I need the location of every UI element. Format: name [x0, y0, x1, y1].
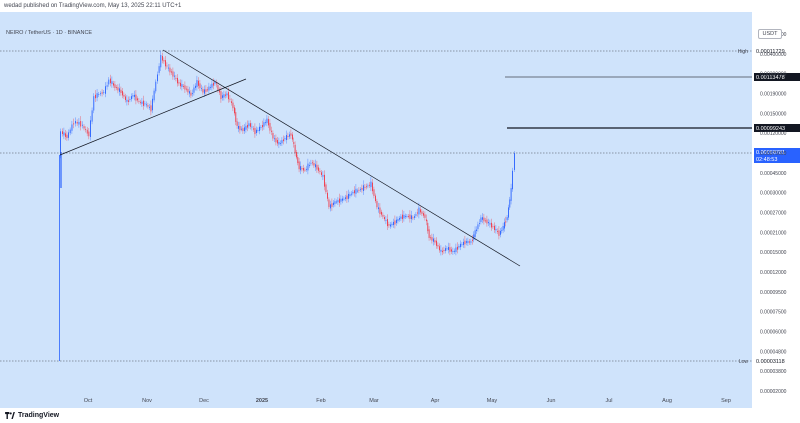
price-tick-label: 0.00012000 [760, 270, 787, 276]
svg-text:0.00011729: 0.00011729 [756, 49, 785, 55]
time-tick-label: Dec [199, 398, 209, 404]
time-tick-label: Nov [142, 398, 152, 404]
tradingview-logo-text: TradingView [18, 411, 60, 419]
tradingview-logo-icon [5, 411, 15, 419]
level-2-price-tag: 0.00099243 [754, 124, 800, 132]
price-tick-label: 0.00030000 [760, 191, 787, 197]
drawings: HighLow0.000117290.000031180.001134780.0… [0, 47, 800, 365]
symbol-title: NEIRO / TetherUS · 1D · BINANCE [6, 30, 92, 36]
price-tick-label: 0.00400000 [760, 52, 787, 58]
level-1-price-tag: 0.00113478 [754, 73, 800, 81]
price-tick-label: 0.00003800 [760, 369, 787, 375]
time-tick-label: Aug [662, 398, 672, 404]
price-tick-label: 0.00021000 [760, 230, 787, 236]
price-tick-label: 0.00007500 [760, 310, 787, 316]
time-axis-labels: Oct Nov Dec 2025 Feb Mar Apr May Jun Jul Aug Sep [84, 398, 731, 404]
descending-trendline [162, 49, 521, 267]
tradingview-logo: TradingView [5, 410, 59, 420]
plot-area[interactable] [0, 12, 752, 408]
low-label: Low [739, 359, 749, 365]
time-tick-label: Oct [84, 398, 93, 404]
candles-layer [59, 50, 515, 361]
price-axis-labels: 0.006000000.004000000.003000000.00190000… [760, 32, 787, 395]
price-tick-label: 0.00027000 [760, 211, 787, 217]
high-price-tag: 0.00011729 [754, 47, 800, 55]
chart-canvas[interactable]: NEIRO / TetherUS · 1D · BINANCE High Low 0… [0, 12, 800, 412]
price-tick-label: 0.00002000 [760, 389, 787, 395]
time-tick-label: May [487, 398, 498, 404]
price-tick-label: 0.00004800 [760, 349, 787, 355]
price-tick-label: 0.00120000 [760, 131, 787, 137]
time-tick-label: Sep [721, 398, 731, 404]
price-chart[interactable]: NEIRO / TetherUS · 1D · BINANCE High Low 0… [0, 12, 800, 412]
price-tick-label: 0.00009500 [760, 290, 787, 296]
price-tick-label: 0.00150000 [760, 111, 787, 117]
publish-caption: wedad published on TradingView.com, May … [0, 0, 800, 12]
price-tick-label: 0.00006000 [760, 330, 787, 336]
time-tick-label: Mar [369, 398, 379, 404]
svg-text:0.00113478: 0.00113478 [756, 75, 785, 81]
time-tick-label: Apr [431, 398, 440, 404]
high-label: High [738, 49, 749, 55]
svg-text:02:48:53: 02:48:53 [756, 157, 777, 163]
time-tick-label: Jun [547, 398, 556, 404]
footer [0, 408, 800, 423]
price-tick-label: 0.00190000 [760, 92, 787, 98]
price-tick-label: 0.00015000 [760, 250, 787, 256]
low-price-tag: 0.00003118 [754, 357, 800, 365]
currency-badge[interactable]: USDT [758, 29, 782, 39]
price-tick-label: 0.00300000 [760, 72, 787, 78]
time-tick-label: Jul [605, 398, 612, 404]
price-tick-label: 0.00075000 [760, 151, 787, 157]
svg-text:0.00099243: 0.00099243 [756, 126, 785, 132]
time-tick-label: 2025 [256, 398, 268, 404]
ascending-trendline [59, 78, 247, 156]
time-tick-label: Feb [316, 398, 325, 404]
svg-text:0.00003118: 0.00003118 [756, 359, 785, 365]
svg-text:0.00068781: 0.00068781 [756, 150, 785, 156]
price-tick-label: 0.00045000 [760, 171, 787, 177]
